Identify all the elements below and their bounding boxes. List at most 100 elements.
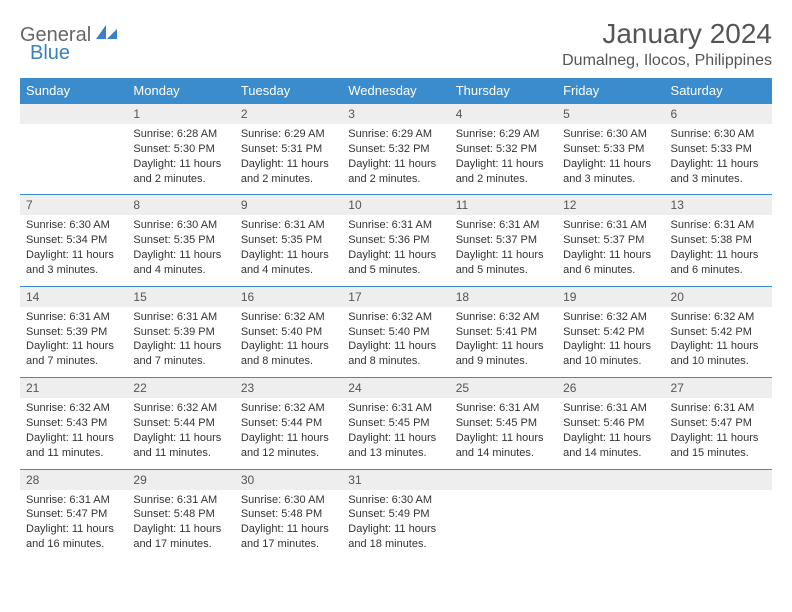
- day-content-row: Sunrise: 6:30 AMSunset: 5:34 PMDaylight:…: [20, 215, 772, 286]
- day-number-cell: 13: [665, 195, 772, 216]
- sunset-text: Sunset: 5:38 PM: [671, 233, 766, 248]
- daylight-text: Daylight: 11 hours and 9 minutes.: [456, 339, 551, 369]
- day-content-cell: Sunrise: 6:31 AMSunset: 5:45 PMDaylight:…: [342, 398, 449, 469]
- day-number-cell: 9: [235, 195, 342, 216]
- daylight-text: Daylight: 11 hours and 16 minutes.: [26, 522, 121, 552]
- daylight-text: Daylight: 11 hours and 17 minutes.: [241, 522, 336, 552]
- sunset-text: Sunset: 5:33 PM: [671, 142, 766, 157]
- day-content-cell: Sunrise: 6:31 AMSunset: 5:39 PMDaylight:…: [127, 307, 234, 378]
- weekday-header: Friday: [557, 78, 664, 104]
- daylight-text: Daylight: 11 hours and 2 minutes.: [133, 157, 228, 187]
- daylight-text: Daylight: 11 hours and 15 minutes.: [671, 431, 766, 461]
- day-content-cell: Sunrise: 6:31 AMSunset: 5:35 PMDaylight:…: [235, 215, 342, 286]
- sunrise-text: Sunrise: 6:32 AM: [133, 401, 228, 416]
- sunset-text: Sunset: 5:47 PM: [26, 507, 121, 522]
- day-content-row: Sunrise: 6:32 AMSunset: 5:43 PMDaylight:…: [20, 398, 772, 469]
- sunrise-text: Sunrise: 6:30 AM: [671, 127, 766, 142]
- daylight-text: Daylight: 11 hours and 3 minutes.: [26, 248, 121, 278]
- sunset-text: Sunset: 5:35 PM: [133, 233, 228, 248]
- day-content-cell: Sunrise: 6:31 AMSunset: 5:38 PMDaylight:…: [665, 215, 772, 286]
- sunrise-text: Sunrise: 6:31 AM: [26, 310, 121, 325]
- sunset-text: Sunset: 5:34 PM: [26, 233, 121, 248]
- day-number-cell: 1: [127, 104, 234, 125]
- day-content-cell: [450, 490, 557, 560]
- daylight-text: Daylight: 11 hours and 18 minutes.: [348, 522, 443, 552]
- sunrise-text: Sunrise: 6:31 AM: [671, 401, 766, 416]
- location: Dumalneg, Ilocos, Philippines: [562, 52, 772, 70]
- day-number-cell: 30: [235, 469, 342, 490]
- day-content-cell: [20, 124, 127, 195]
- day-content-cell: Sunrise: 6:31 AMSunset: 5:47 PMDaylight:…: [665, 398, 772, 469]
- day-number-cell: 14: [20, 286, 127, 307]
- sunset-text: Sunset: 5:33 PM: [563, 142, 658, 157]
- daylight-text: Daylight: 11 hours and 6 minutes.: [563, 248, 658, 278]
- daylight-text: Daylight: 11 hours and 3 minutes.: [671, 157, 766, 187]
- sunrise-text: Sunrise: 6:30 AM: [348, 493, 443, 508]
- daylight-text: Daylight: 11 hours and 8 minutes.: [241, 339, 336, 369]
- daylight-text: Daylight: 11 hours and 5 minutes.: [348, 248, 443, 278]
- weekday-header: Monday: [127, 78, 234, 104]
- daylight-text: Daylight: 11 hours and 11 minutes.: [133, 431, 228, 461]
- day-number-cell: 26: [557, 378, 664, 399]
- sunset-text: Sunset: 5:39 PM: [26, 325, 121, 340]
- day-number-row: 78910111213: [20, 195, 772, 216]
- calendar-body: 123456Sunrise: 6:28 AMSunset: 5:30 PMDay…: [20, 104, 772, 560]
- day-content-cell: Sunrise: 6:32 AMSunset: 5:40 PMDaylight:…: [235, 307, 342, 378]
- day-number-cell: 29: [127, 469, 234, 490]
- day-content-cell: Sunrise: 6:32 AMSunset: 5:44 PMDaylight:…: [127, 398, 234, 469]
- sunset-text: Sunset: 5:42 PM: [563, 325, 658, 340]
- daylight-text: Daylight: 11 hours and 10 minutes.: [563, 339, 658, 369]
- weekday-header: Sunday: [20, 78, 127, 104]
- daylight-text: Daylight: 11 hours and 2 minutes.: [348, 157, 443, 187]
- day-content-cell: Sunrise: 6:30 AMSunset: 5:49 PMDaylight:…: [342, 490, 449, 560]
- weekday-header: Thursday: [450, 78, 557, 104]
- sunrise-text: Sunrise: 6:31 AM: [133, 493, 228, 508]
- daylight-text: Daylight: 11 hours and 2 minutes.: [241, 157, 336, 187]
- day-number-cell: [665, 469, 772, 490]
- sunrise-text: Sunrise: 6:32 AM: [671, 310, 766, 325]
- day-content-cell: Sunrise: 6:31 AMSunset: 5:46 PMDaylight:…: [557, 398, 664, 469]
- sunrise-text: Sunrise: 6:29 AM: [241, 127, 336, 142]
- daylight-text: Daylight: 11 hours and 8 minutes.: [348, 339, 443, 369]
- day-content-cell: Sunrise: 6:32 AMSunset: 5:42 PMDaylight:…: [557, 307, 664, 378]
- daylight-text: Daylight: 11 hours and 11 minutes.: [26, 431, 121, 461]
- sunrise-text: Sunrise: 6:31 AM: [348, 401, 443, 416]
- sunset-text: Sunset: 5:46 PM: [563, 416, 658, 431]
- logo-sail-icon: [96, 25, 118, 46]
- day-content-cell: Sunrise: 6:31 AMSunset: 5:39 PMDaylight:…: [20, 307, 127, 378]
- day-number-cell: 11: [450, 195, 557, 216]
- sunrise-text: Sunrise: 6:31 AM: [241, 218, 336, 233]
- sunset-text: Sunset: 5:32 PM: [456, 142, 551, 157]
- day-content-row: Sunrise: 6:28 AMSunset: 5:30 PMDaylight:…: [20, 124, 772, 195]
- day-number-cell: 7: [20, 195, 127, 216]
- logo-blue-text: Blue: [30, 42, 70, 65]
- sunset-text: Sunset: 5:31 PM: [241, 142, 336, 157]
- day-content-cell: [557, 490, 664, 560]
- daylight-text: Daylight: 11 hours and 7 minutes.: [26, 339, 121, 369]
- day-content-cell: Sunrise: 6:31 AMSunset: 5:47 PMDaylight:…: [20, 490, 127, 560]
- day-content-cell: Sunrise: 6:31 AMSunset: 5:37 PMDaylight:…: [557, 215, 664, 286]
- month-title: January 2024: [562, 18, 772, 50]
- daylight-text: Daylight: 11 hours and 7 minutes.: [133, 339, 228, 369]
- day-number-cell: 27: [665, 378, 772, 399]
- sunrise-text: Sunrise: 6:31 AM: [671, 218, 766, 233]
- day-content-cell: Sunrise: 6:29 AMSunset: 5:32 PMDaylight:…: [450, 124, 557, 195]
- sunset-text: Sunset: 5:30 PM: [133, 142, 228, 157]
- sunrise-text: Sunrise: 6:32 AM: [241, 310, 336, 325]
- day-number-cell: 4: [450, 104, 557, 125]
- sunset-text: Sunset: 5:37 PM: [563, 233, 658, 248]
- sunset-text: Sunset: 5:44 PM: [241, 416, 336, 431]
- day-number-row: 28293031: [20, 469, 772, 490]
- weekday-header: Tuesday: [235, 78, 342, 104]
- day-content-cell: Sunrise: 6:32 AMSunset: 5:44 PMDaylight:…: [235, 398, 342, 469]
- daylight-text: Daylight: 11 hours and 13 minutes.: [348, 431, 443, 461]
- sunset-text: Sunset: 5:41 PM: [456, 325, 551, 340]
- daylight-text: Daylight: 11 hours and 4 minutes.: [241, 248, 336, 278]
- day-number-cell: 20: [665, 286, 772, 307]
- sunset-text: Sunset: 5:47 PM: [671, 416, 766, 431]
- weekday-header: Saturday: [665, 78, 772, 104]
- sunrise-text: Sunrise: 6:32 AM: [456, 310, 551, 325]
- day-content-row: Sunrise: 6:31 AMSunset: 5:39 PMDaylight:…: [20, 307, 772, 378]
- sunrise-text: Sunrise: 6:32 AM: [26, 401, 121, 416]
- day-content-cell: Sunrise: 6:32 AMSunset: 5:42 PMDaylight:…: [665, 307, 772, 378]
